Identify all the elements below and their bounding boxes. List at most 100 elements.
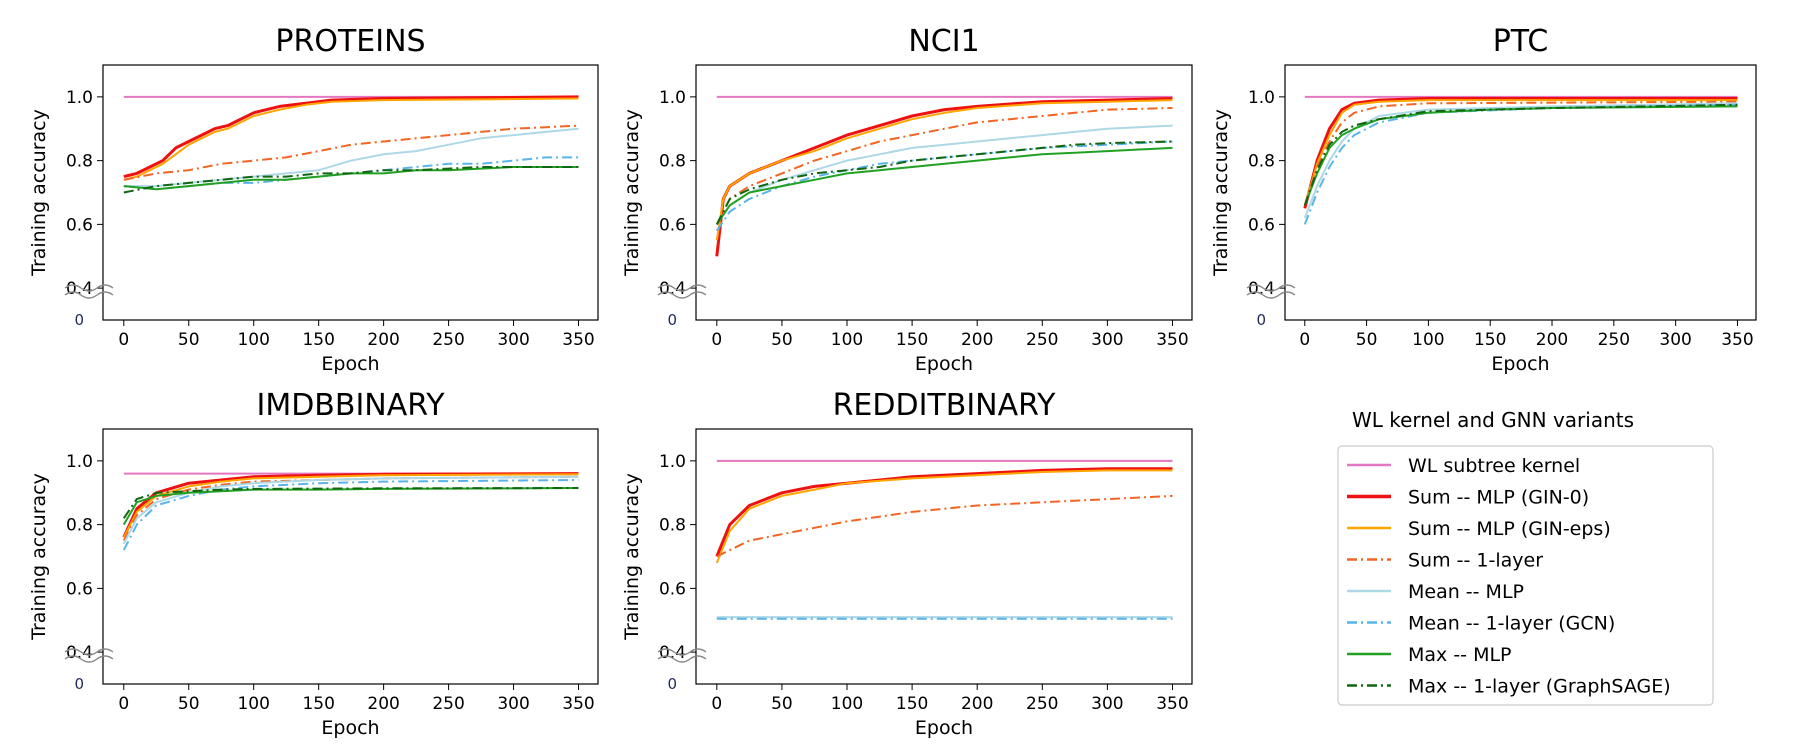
x-tick-label: 0 (711, 694, 722, 714)
x-tick-label: 100 (237, 694, 269, 714)
plot-frame (695, 428, 1193, 685)
x-tick-label: 150 (896, 694, 928, 714)
y-tick-label: 0.8 (659, 516, 686, 536)
y-axis-label: Training accuracy (28, 473, 50, 641)
legend-label: Max -- MLP (1408, 644, 1512, 666)
y-tick-label: 0.8 (66, 516, 93, 536)
series-line-sage (715, 140, 1173, 225)
y-tick-label: 0.4 (659, 643, 686, 663)
chart-panel-1: PROTEINS 0 50 100 150 200 250 300 350 0.4 0.6 0.8 1.… (28, 24, 599, 375)
y-axis-label: Training accuracy (621, 109, 643, 277)
series-line-sage (1303, 103, 1738, 206)
chart-panels: PROTEINS 0 50 100 150 200 250 300 350 0.4 0.6 0.8 1.… (28, 24, 1757, 739)
x-tick-label: 0 (711, 330, 722, 350)
legend-item-meanmlp: Mean -- MLP (1347, 581, 1524, 603)
plot-frame (1284, 64, 1757, 321)
x-tick-label: 150 (896, 330, 928, 350)
x-tick-label: 200 (367, 330, 399, 350)
chart-panel-4: IMDBBINARY 0 50 100 150 200 250 300 350 0.4 0.6 0.8… (28, 388, 599, 739)
x-tick-label: 50 (178, 694, 200, 714)
x-tick-label: 200 (961, 330, 993, 350)
y-tick-label: 0.4 (66, 279, 93, 299)
chart-panel-2: NCI1 0 50 100 150 200 250 300 350 0.4 0.6 0.8 1.0 0 Ep… (621, 24, 1193, 375)
x-axis-label: Epoch (321, 353, 379, 375)
chart-panel-5: REDDITBINARY 0 50 100 150 200 250 300 350 0.4 0.6 0… (621, 388, 1193, 739)
x-tick-label: 150 (1474, 330, 1506, 350)
y-axis-label: Training accuracy (28, 109, 50, 277)
series-line-sum1 (715, 107, 1173, 225)
x-tick-label: 350 (1156, 694, 1188, 714)
legend-item-sum1: Sum -- 1-layer (1347, 550, 1543, 572)
legend-item-maxmlp: Max -- MLP (1347, 644, 1512, 666)
series-group (1303, 95, 1738, 225)
x-tick-label: 350 (1721, 330, 1753, 350)
x-tick-label: 200 (961, 694, 993, 714)
series-line-sage (122, 487, 579, 519)
x-tick-label: 0 (118, 694, 129, 714)
y-tick-label: 1.0 (659, 452, 686, 472)
x-tick-label: 200 (1536, 330, 1568, 350)
series-line-gineps (715, 99, 1173, 241)
legend: WL kernel and GNN variants WL subtree ker… (1337, 408, 1714, 706)
x-tick-label: 250 (1026, 694, 1058, 714)
series-line-sum1 (716, 494, 1173, 558)
series-line-gineps (122, 473, 579, 538)
x-tick-label: 0 (1299, 330, 1310, 350)
axis-break-icon (657, 648, 707, 663)
x-tick-label: 300 (497, 330, 529, 350)
y-tick-label: 0.4 (659, 279, 686, 299)
panel-title: PTC (1493, 24, 1549, 59)
legend-label: WL subtree kernel (1408, 455, 1580, 477)
y-axis-label: Training accuracy (621, 473, 643, 641)
x-tick-label: 100 (237, 330, 269, 350)
series-line-gineps (1303, 99, 1738, 206)
y-tick-label: 0.8 (66, 152, 93, 172)
chart-panel-3: PTC 0 50 100 150 200 250 300 350 0.4 0.6 0.8 1.0 0 Epo… (1210, 24, 1757, 375)
legend-title: WL kernel and GNN variants (1352, 408, 1634, 432)
y-tick-label: 0.8 (1248, 152, 1275, 172)
series-line-sum1 (123, 124, 579, 181)
y-tick-label: 1.0 (66, 452, 93, 472)
axis-break-zero-label: 0 (667, 311, 677, 329)
series-line-gineps (123, 97, 579, 181)
x-axis-label: Epoch (915, 353, 973, 375)
x-tick-label: 100 (831, 330, 863, 350)
series-line-gin0 (1303, 97, 1738, 209)
y-tick-label: 0.6 (66, 215, 93, 235)
series-group (123, 95, 579, 194)
x-axis-label: Epoch (321, 717, 379, 739)
x-tick-label: 350 (1156, 330, 1188, 350)
series-line-sage (123, 166, 579, 194)
panel-title: PROTEINS (275, 24, 425, 59)
panel-title: NCI1 (908, 24, 979, 59)
legend-item-gineps: Sum -- MLP (GIN-eps) (1347, 518, 1611, 540)
x-tick-label: 100 (831, 694, 863, 714)
series-line-gin0 (122, 472, 579, 539)
y-tick-label: 1.0 (66, 88, 93, 108)
y-tick-label: 0.6 (659, 579, 686, 599)
axis-break-icon (64, 648, 114, 663)
series-group (715, 459, 1173, 620)
y-tick-label: 0.8 (659, 152, 686, 172)
legend-item-wl: WL subtree kernel (1347, 455, 1580, 477)
x-tick-label: 50 (178, 330, 200, 350)
panel-title: REDDITBINARY (833, 388, 1056, 423)
axis-break-icon (64, 284, 114, 299)
x-tick-label: 250 (432, 330, 464, 350)
legend-label: Max -- 1-layer (GraphSAGE) (1408, 676, 1671, 698)
legend-label: Sum -- MLP (GIN-0) (1408, 487, 1589, 509)
legend-label: Mean -- 1-layer (GCN) (1408, 613, 1615, 635)
legend-item-sage: Max -- 1-layer (GraphSAGE) (1347, 676, 1671, 698)
axis-break-zero-label: 0 (74, 311, 84, 329)
x-tick-label: 350 (562, 330, 594, 350)
y-tick-label: 0.4 (1248, 279, 1275, 299)
x-axis-label: Epoch (1491, 353, 1549, 375)
y-tick-label: 0.6 (66, 579, 93, 599)
series-line-meanmlp (123, 127, 579, 188)
legend-item-gin0: Sum -- MLP (GIN-0) (1347, 487, 1589, 509)
x-tick-label: 50 (1356, 330, 1378, 350)
series-line-maxmlp (715, 146, 1173, 225)
x-tick-label: 300 (1659, 330, 1691, 350)
x-tick-label: 250 (1026, 330, 1058, 350)
